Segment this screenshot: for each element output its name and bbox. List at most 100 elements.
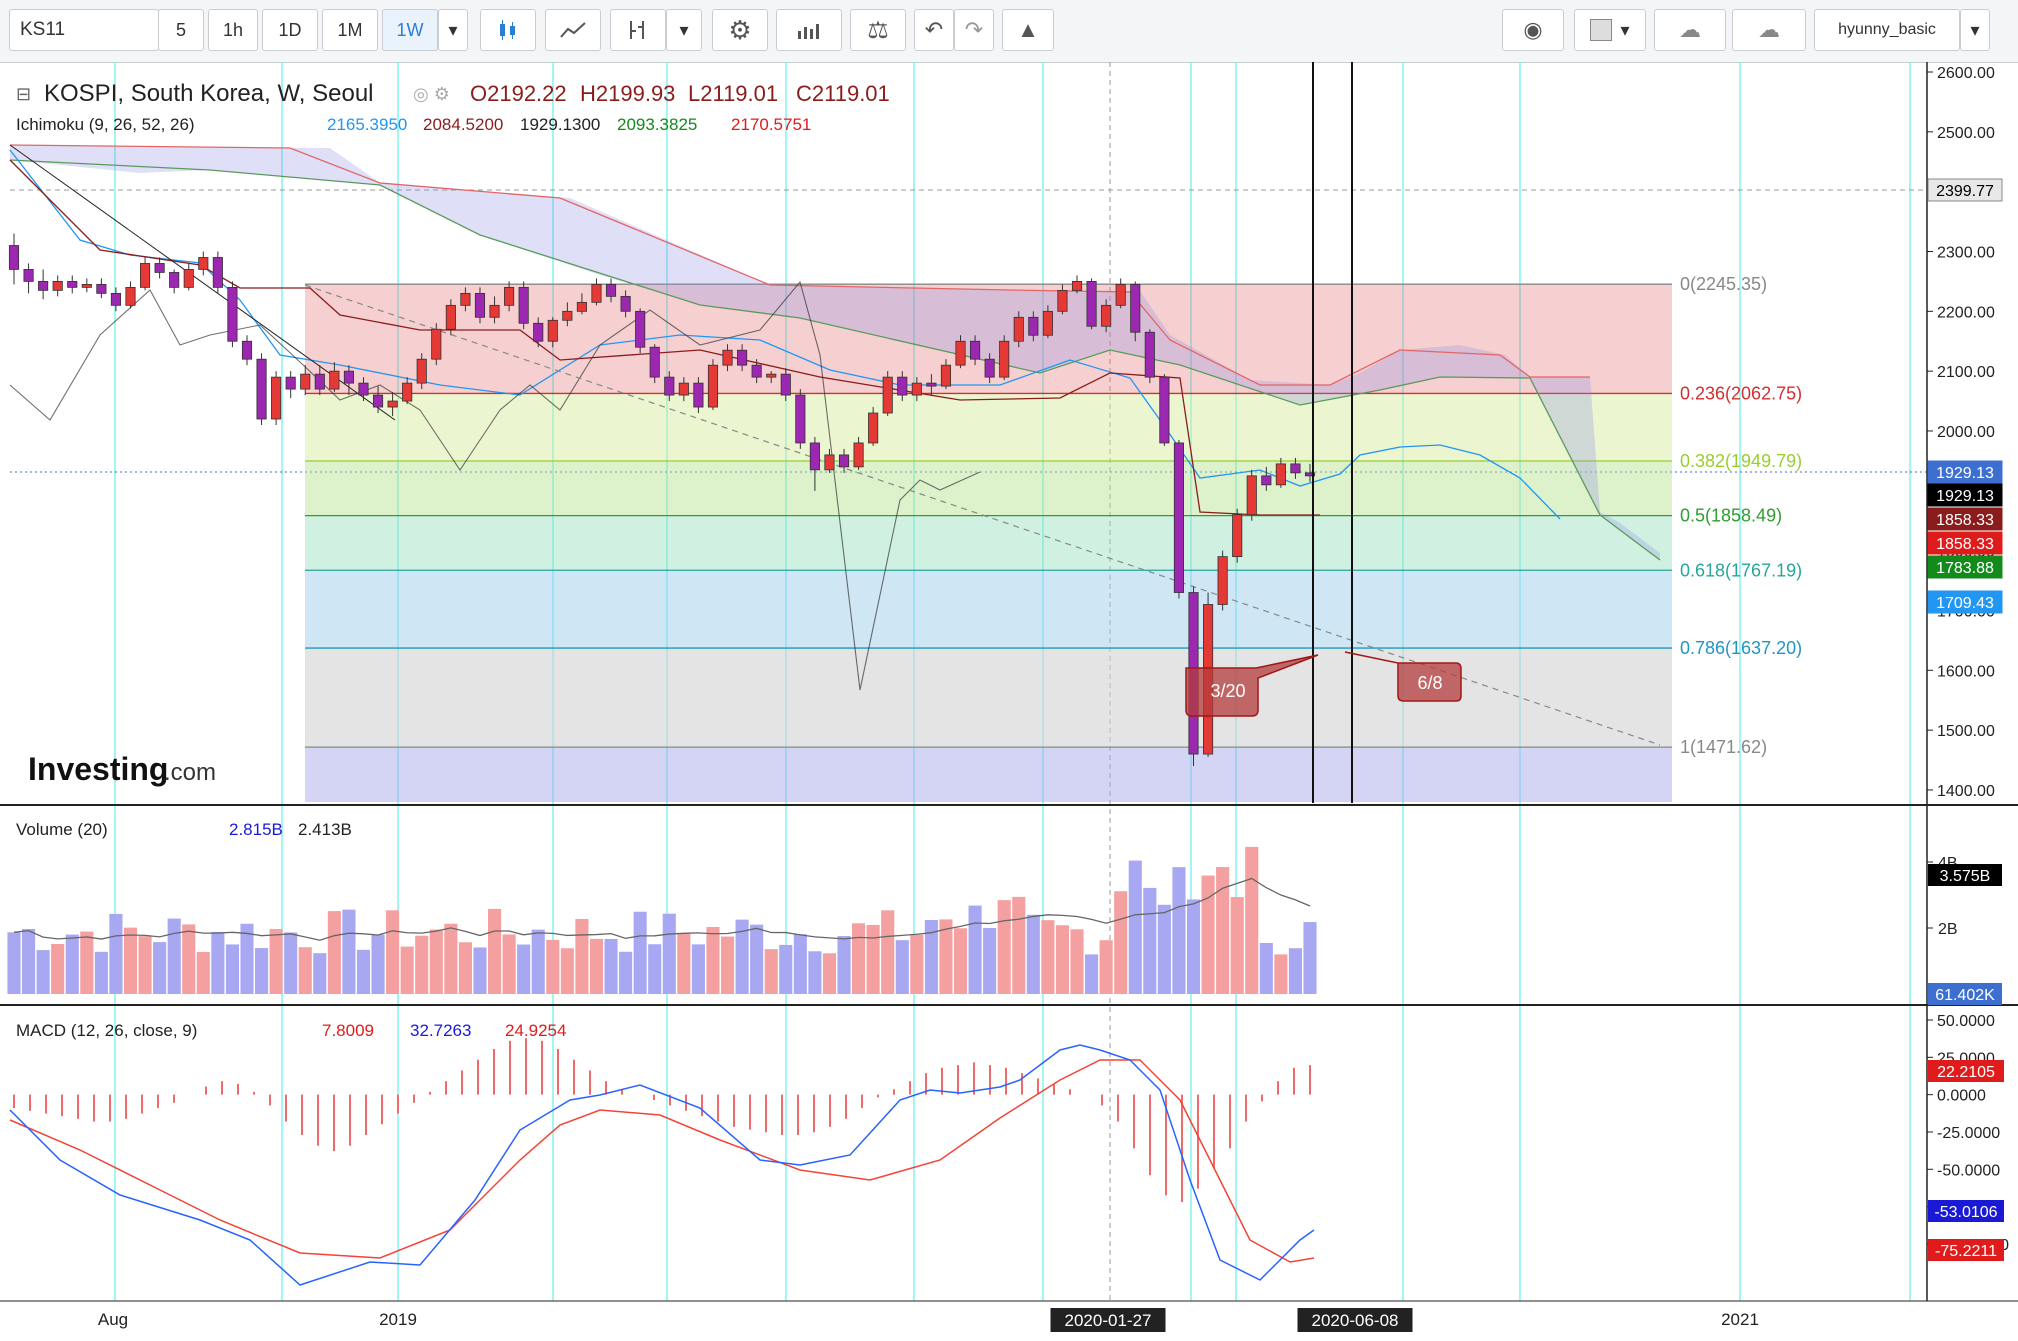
candle-up (431, 328, 442, 360)
interval-5-button[interactable]: 5 (158, 9, 204, 51)
price-badge-label: 1929.13 (1936, 465, 1994, 482)
username: hyunny_basic (1838, 21, 1936, 38)
macd-value: 24.9254 (505, 1021, 566, 1040)
compare-button[interactable] (545, 9, 601, 51)
volume-badge (1928, 983, 2002, 1005)
callout-box[interactable] (1185, 654, 1319, 717)
candle-down (897, 376, 908, 396)
x-tick-badge (1050, 1308, 1166, 1332)
indicators-dropdown-button[interactable]: ▾ (666, 9, 702, 51)
candle-down (1159, 376, 1170, 444)
color-picker-button[interactable]: ▾ (1574, 9, 1646, 51)
candle-up (1013, 316, 1024, 342)
ichimoku-label: Ichimoku (9, 26, 52, 26) (16, 115, 195, 134)
interval-dropdown-button[interactable]: ▾ (438, 9, 468, 51)
indicators-button[interactable] (610, 9, 666, 51)
candle-down (96, 283, 107, 294)
interval-1m-button[interactable]: 1M (322, 9, 378, 51)
candles-style-button[interactable] (480, 9, 536, 51)
ichimoku-value: 2093.3825 (617, 115, 697, 134)
y-tick-label: 1600.00 (1937, 663, 1995, 680)
undo-button[interactable]: ↶ (914, 9, 954, 51)
callout-box[interactable] (1344, 651, 1462, 702)
macd-badge (1928, 1200, 2004, 1222)
candle-down (737, 349, 748, 366)
volume-bar (36, 950, 50, 994)
settings-button[interactable]: ⚙ (712, 9, 768, 51)
candle-up (300, 373, 311, 390)
balance-button[interactable]: ⚖ (850, 9, 906, 51)
volume-bar (531, 929, 545, 994)
candle-up (766, 373, 777, 378)
volume-bar (546, 939, 560, 994)
legend: ⊟ KOSPI, South Korea, W, Seoul ◎ ⚙ O2192.22… (16, 80, 890, 1040)
redo-button[interactable]: ↷ (954, 9, 994, 51)
y-tick-label: 1500.00 (1937, 723, 1995, 740)
symbol-search-input[interactable]: KS11 (9, 9, 159, 51)
price-badge (1927, 531, 2003, 555)
volume-bar (254, 948, 269, 994)
volume-bar (750, 924, 764, 994)
volume-bar (517, 944, 531, 994)
user-dropdown-button[interactable]: ▾ (1960, 9, 1990, 51)
candle-up (387, 400, 398, 408)
price-badge (1927, 178, 2003, 202)
ohlc-value: O2192.22 (470, 81, 567, 106)
volume-bar (648, 944, 662, 994)
price-badge-label: 1929.13 (1936, 488, 1994, 505)
fib-band (305, 461, 1672, 516)
cloud-save-button[interactable]: ☁ (1732, 9, 1806, 51)
candle-down (780, 373, 791, 396)
candle-down (926, 382, 937, 387)
interval-1h-button[interactable]: 1h (208, 9, 258, 51)
price-badge-label: 1709.43 (1936, 595, 1994, 612)
y-tick-label: 2500.00 (1937, 125, 1995, 142)
candle-up (81, 283, 92, 288)
fib-band (305, 515, 1672, 571)
volume-bar (677, 933, 691, 994)
volume-label: Volume (20) (16, 820, 108, 839)
senkou-span-b (9, 159, 1661, 561)
volume-bar (1201, 875, 1215, 994)
cloud-upload-icon: ☁ (1758, 17, 1780, 42)
x-tick-label: 2020-01-27 (1065, 1311, 1152, 1330)
cloud-load-button[interactable]: ☁ (1654, 9, 1726, 51)
candle-up (139, 263, 151, 288)
interval-1d-button[interactable]: 1D (262, 9, 318, 51)
price-badge-label: 1858.33 (1936, 536, 1994, 553)
financials-button[interactable] (776, 9, 842, 51)
date-markers[interactable]: 3/20 6/8 (1185, 62, 1462, 803)
screenshot-button[interactable]: ◉ (1502, 9, 1564, 51)
cloud-download-icon: ☁ (1679, 17, 1701, 42)
ohlc-value: H2199.93 (580, 81, 675, 106)
volume-bar (1157, 904, 1171, 994)
candle-up (882, 376, 893, 414)
volume-bar (619, 951, 633, 994)
volume-bar (560, 948, 574, 994)
volume-bar (953, 928, 968, 994)
scale-icon: ⚖ (867, 16, 889, 44)
user-menu-button[interactable]: hyunny_basic (1814, 9, 1960, 51)
macd-label: MACD (12, 26, close, 9) (16, 1021, 197, 1040)
volume-bar (123, 927, 138, 994)
price-badge-label: 2399.77 (1936, 183, 1994, 200)
alert-button[interactable]: ▲ (1002, 9, 1054, 51)
ohlc-value: C2119.01 (796, 81, 890, 106)
candle-down (38, 281, 49, 291)
fibonacci-retracement[interactable] (305, 283, 1672, 802)
chart-area[interactable]: 0(2245.35) 0.236(2062.75) 0.382(1949.79) 0.… (0, 62, 2018, 1341)
candle-down (1144, 331, 1155, 378)
ichimoku-value: 2084.5200 (423, 115, 503, 134)
candle-down (1028, 316, 1039, 336)
volume-bar (429, 929, 443, 994)
volume-badge-label: 3.575B (1940, 868, 1991, 885)
volume-bar (1143, 887, 1157, 994)
interval-1w-button[interactable]: 1W (382, 9, 438, 51)
macd-panel (9, 1038, 1315, 1286)
y-tick-label: 1400.00 (1937, 783, 1995, 800)
volume-bar (196, 951, 210, 994)
candle-down (314, 373, 325, 390)
candle-down (518, 286, 529, 324)
chevron-down-icon: ▾ (1970, 19, 1980, 40)
candle-up (504, 286, 515, 306)
